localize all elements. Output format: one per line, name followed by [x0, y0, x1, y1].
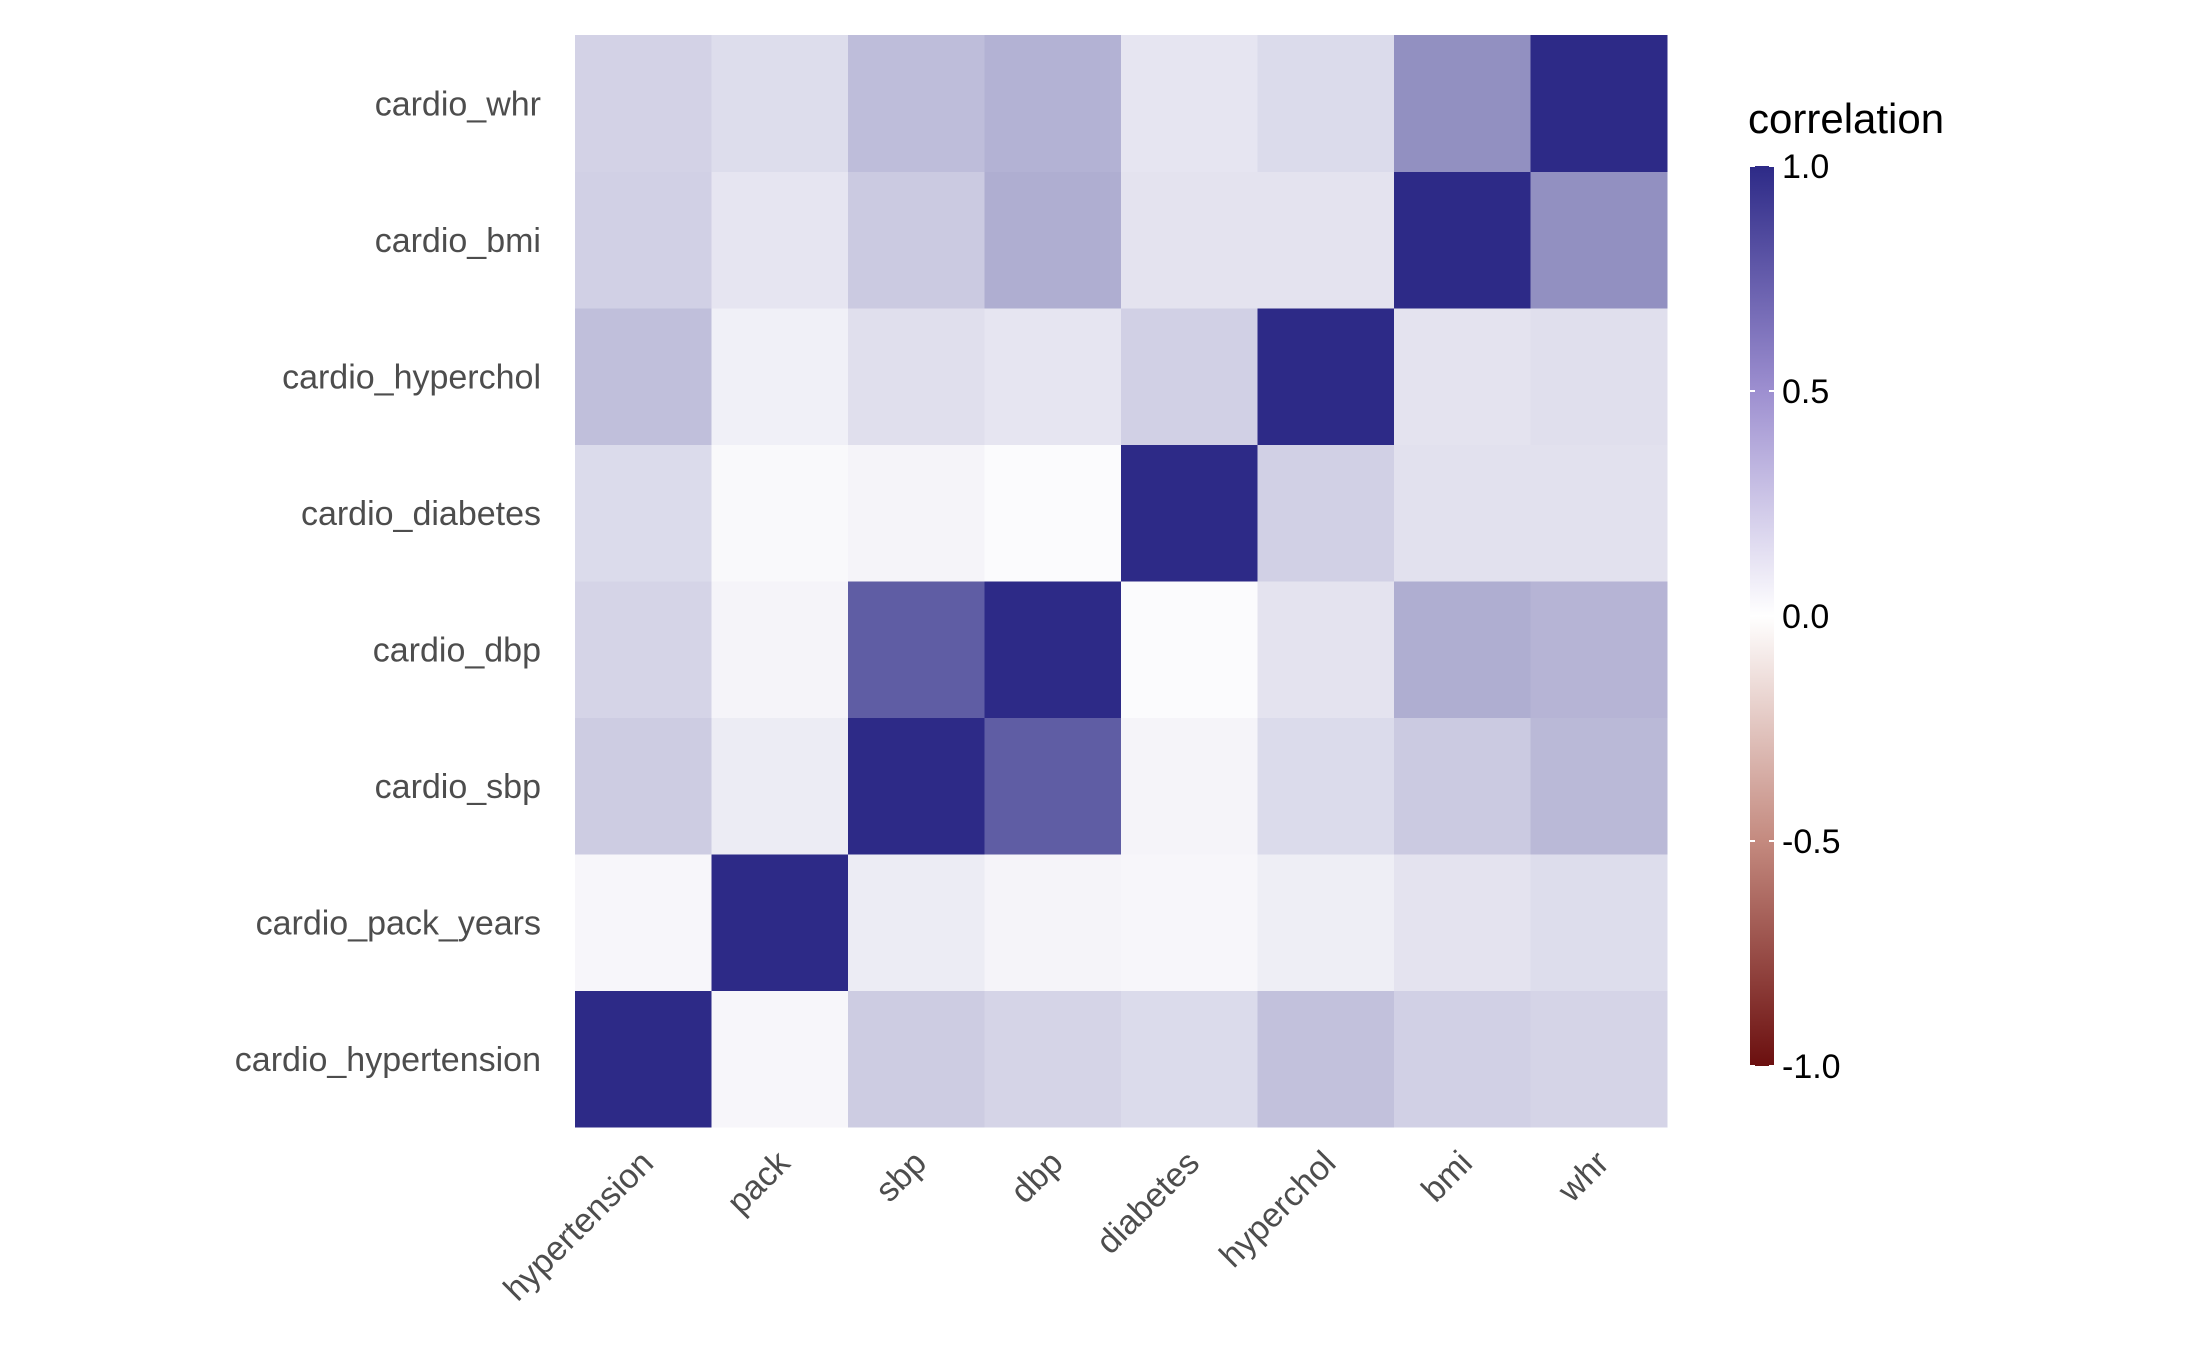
- heatmap-cell: [984, 990, 1122, 1128]
- heatmap-cell: [848, 990, 985, 1128]
- x-tick-label: whr: [1550, 1144, 1616, 1210]
- x-tick-label: hypertension: [496, 1144, 661, 1309]
- heatmap-cell: [848, 581, 985, 718]
- legend-ticks: 1.0 0.5 0.0 -0.5 -1.0: [1750, 148, 1841, 1086]
- heatmap-cell: [984, 35, 1122, 172]
- y-tick-label: cardio_dbp: [373, 631, 541, 669]
- heatmap-cell: [1394, 717, 1531, 855]
- heatmap-cell: [984, 308, 1122, 445]
- heatmap-cell: [711, 308, 849, 445]
- heatmap-cell: [711, 35, 849, 172]
- heatmap-cell: [1394, 854, 1531, 991]
- heatmap-cell: [1394, 308, 1531, 445]
- legend-tick-label: 1.0: [1782, 148, 1829, 186]
- heatmap-cell: [711, 444, 849, 582]
- heatmap-cell: [848, 308, 985, 445]
- heatmap-cell: [575, 171, 712, 309]
- heatmap-cell: [1530, 854, 1668, 991]
- y-tick-label: cardio_whr: [375, 85, 541, 123]
- heatmap-cell: [1394, 35, 1531, 172]
- heatmap-cell: [984, 444, 1122, 582]
- legend-tick-label: 0.5: [1782, 373, 1829, 411]
- x-tick-label: bmi: [1414, 1144, 1480, 1210]
- heatmap-cell: [1530, 444, 1668, 582]
- y-tick-label: cardio_hyperchol: [282, 358, 541, 396]
- y-tick-label: cardio_bmi: [375, 222, 541, 260]
- y-axis-labels: cardio_hypertension cardio_pack_years card…: [235, 85, 541, 1079]
- heatmap-cell: [848, 717, 985, 855]
- heatmap-cell: [1257, 308, 1395, 445]
- heatmap-cell: [1530, 308, 1668, 445]
- x-axis-labels: hypertension pack sbp dbp diabetes hyperchol b…: [496, 1143, 1616, 1308]
- heatmap-cell: [1257, 990, 1395, 1128]
- heatmap-cell: [1121, 717, 1258, 855]
- legend-tick-label: -0.5: [1782, 823, 1841, 861]
- heatmap-cell: [711, 854, 849, 991]
- y-tick-label: cardio_hypertension: [235, 1041, 541, 1079]
- heatmap-cell: [1121, 308, 1258, 445]
- heatmap-cell: [575, 308, 712, 445]
- heatmap-cell: [1257, 854, 1395, 991]
- legend-tick-label: 0.0: [1782, 598, 1829, 636]
- heatmap-cell: [984, 854, 1122, 991]
- heatmap-cell: [848, 444, 985, 582]
- heatmap-cell: [984, 171, 1122, 309]
- legend-title: correlation: [1748, 95, 1944, 142]
- heatmap-cell: [1394, 990, 1531, 1128]
- x-tick-label: sbp: [868, 1144, 934, 1210]
- heatmap-cell: [1257, 581, 1395, 718]
- heatmap-cell: [1257, 444, 1395, 582]
- heatmap-cell: [575, 35, 712, 172]
- heatmap-cell: [1530, 990, 1668, 1128]
- heatmap-cell: [1394, 444, 1531, 582]
- heatmap-cell: [1121, 990, 1258, 1128]
- legend: correlation 1.0 0.5 0.0 -0.5 -1.0: [1748, 95, 1944, 1086]
- x-tick-label: hyperchol: [1212, 1144, 1343, 1275]
- heatmap-cell: [1394, 581, 1531, 718]
- heatmap-cell: [575, 854, 712, 991]
- heatmap-cell: [1257, 171, 1395, 309]
- heatmap-cell: [1530, 717, 1668, 855]
- heatmap-cell: [1121, 444, 1258, 582]
- y-tick-label: cardio_sbp: [375, 768, 541, 806]
- heatmap-cell: [711, 171, 849, 309]
- heatmap-cell: [1257, 717, 1395, 855]
- heatmap-cell: [1121, 171, 1258, 309]
- heatmap-cell: [575, 581, 712, 718]
- legend-tick-label: -1.0: [1782, 1048, 1841, 1086]
- heatmap-cell: [1121, 581, 1258, 718]
- x-tick-label: dbp: [1003, 1144, 1070, 1211]
- heatmap-cell: [1121, 854, 1258, 991]
- heatmap-cell: [1530, 35, 1668, 172]
- y-tick-label: cardio_pack_years: [256, 904, 541, 942]
- heatmap-cell: [575, 444, 712, 582]
- heatmap-cells: [575, 35, 1668, 1128]
- heatmap-cell: [575, 717, 712, 855]
- y-tick-label: cardio_diabetes: [301, 495, 541, 533]
- heatmap-cell: [984, 717, 1122, 855]
- heatmap-cell: [1530, 171, 1668, 309]
- heatmap-cell: [848, 171, 985, 309]
- heatmap-cell: [848, 854, 985, 991]
- heatmap-cell: [1121, 35, 1258, 172]
- x-tick-label: diabetes: [1089, 1144, 1207, 1262]
- heatmap-cell: [848, 35, 985, 172]
- heatmap-cell: [575, 990, 712, 1128]
- heatmap-cell: [1394, 171, 1531, 309]
- heatmap-cell: [711, 581, 849, 718]
- heatmap-cell: [711, 717, 849, 855]
- heatmap-cell: [711, 990, 849, 1128]
- heatmap-cell: [1257, 35, 1395, 172]
- heatmap-cell: [984, 581, 1122, 718]
- heatmap-cell: [1530, 581, 1668, 718]
- x-tick-label: pack: [720, 1143, 798, 1221]
